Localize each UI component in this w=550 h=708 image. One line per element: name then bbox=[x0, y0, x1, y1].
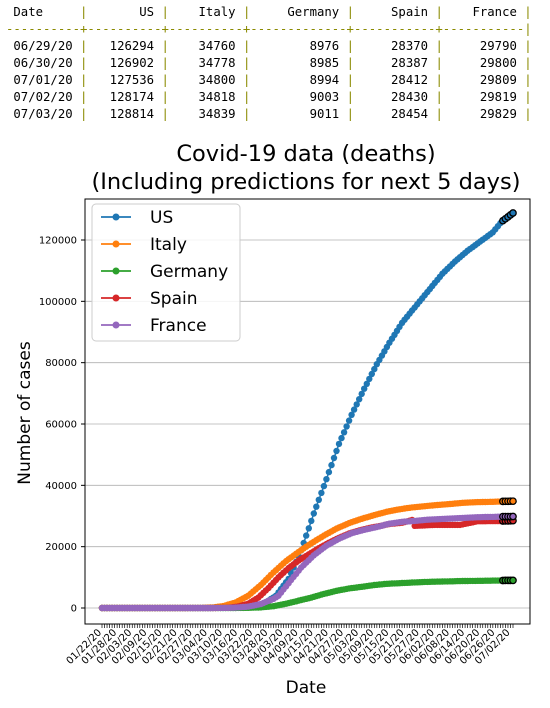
data-point bbox=[346, 417, 352, 423]
legend-swatch-marker bbox=[113, 295, 120, 302]
data-point bbox=[323, 476, 329, 482]
legend: US Italy Germany Spain France bbox=[92, 204, 240, 341]
y-tick-label: 120000 bbox=[39, 236, 77, 247]
chart-title-line1: Covid-19 data (deaths) bbox=[176, 141, 435, 167]
data-point bbox=[308, 518, 314, 524]
prediction-point bbox=[510, 210, 516, 216]
legend-label: Spain bbox=[150, 289, 198, 309]
data-point bbox=[336, 441, 342, 447]
legend-swatch-marker bbox=[113, 214, 120, 221]
data-point bbox=[343, 423, 349, 429]
y-tick-label: 80000 bbox=[45, 358, 77, 369]
prediction-point bbox=[510, 513, 516, 519]
legend-label: France bbox=[150, 316, 207, 336]
legend-label: Germany bbox=[150, 262, 228, 282]
x-axis-label: Date bbox=[286, 678, 327, 698]
legend-swatch-marker bbox=[113, 241, 120, 248]
legend-label: US bbox=[150, 208, 173, 228]
data-point bbox=[328, 462, 334, 468]
legend-swatch-marker bbox=[113, 322, 120, 329]
y-axis: 0 20000 40000 60000 80000 100000 120000 bbox=[39, 236, 85, 615]
data-point bbox=[331, 455, 337, 461]
series-line bbox=[102, 580, 513, 608]
y-tick-label: 100000 bbox=[39, 297, 77, 308]
data-point bbox=[321, 483, 327, 489]
y-tick-label: 0 bbox=[71, 604, 77, 615]
data-point bbox=[338, 435, 344, 441]
y-tick-label: 20000 bbox=[45, 542, 77, 553]
chart-title-line2: (Including predictions for next 5 days) bbox=[92, 169, 521, 195]
data-point bbox=[318, 490, 324, 496]
prediction-point bbox=[510, 498, 516, 504]
data-point bbox=[341, 429, 347, 435]
legend-label: Italy bbox=[150, 235, 187, 255]
data-point bbox=[333, 448, 339, 454]
prediction-point bbox=[510, 577, 516, 583]
data-point bbox=[303, 532, 309, 538]
data-point bbox=[313, 504, 319, 510]
data-point bbox=[306, 525, 312, 531]
y-tick-label: 60000 bbox=[45, 420, 77, 431]
legend-swatch-marker bbox=[113, 268, 120, 275]
y-axis-label: Number of cases bbox=[15, 341, 35, 485]
x-axis: 01/22/2001/28/2002/03/2002/09/2002/15/20… bbox=[65, 624, 513, 667]
data-point bbox=[316, 497, 322, 503]
data-point bbox=[326, 469, 332, 475]
y-tick-label: 40000 bbox=[45, 481, 77, 492]
data-point bbox=[311, 510, 317, 516]
